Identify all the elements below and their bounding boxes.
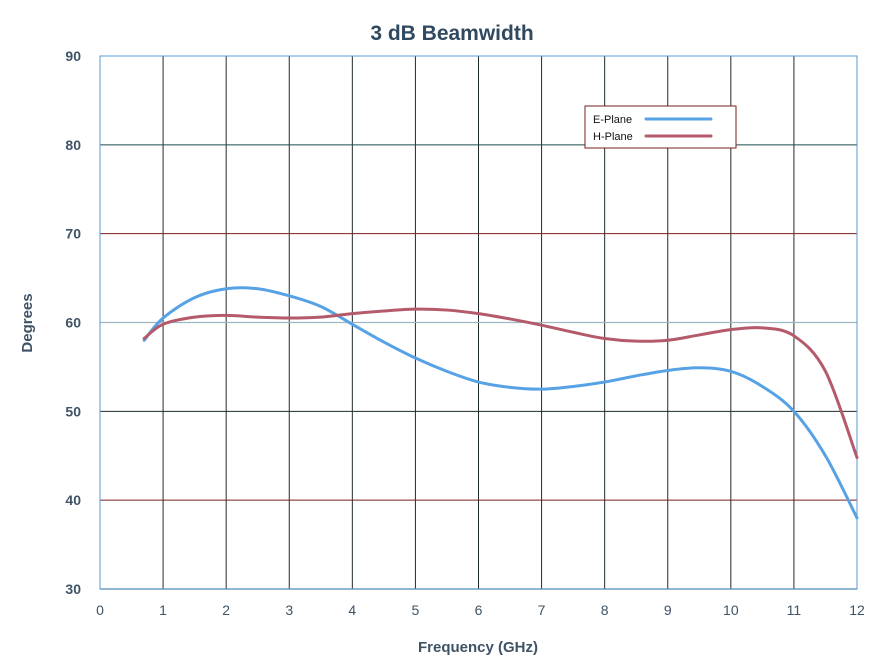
- series-layer: [142, 286, 859, 520]
- series-line-e-plane: [142, 286, 859, 520]
- legend-label-e-plane: E-Plane: [593, 114, 632, 126]
- x-tick-label: 4: [348, 602, 356, 618]
- y-tick-label: 60: [65, 315, 81, 331]
- x-tick-label: 12: [849, 602, 865, 618]
- x-tick-label: 0: [96, 602, 104, 618]
- legend-label-h-plane: H-Plane: [593, 131, 633, 143]
- x-tick-label: 7: [538, 602, 546, 618]
- y-tick-label: 80: [65, 137, 81, 153]
- x-tick-label: 9: [664, 602, 672, 618]
- grid-layer: [100, 56, 857, 590]
- x-axis-title: Frequency (GHz): [418, 639, 538, 656]
- y-axis-title: Degrees: [19, 293, 36, 352]
- x-tick-label: 8: [601, 602, 609, 618]
- x-tick-label: 3: [285, 602, 293, 618]
- y-axis-tick-labels: 30 40 50 60 70 80 90: [65, 48, 81, 597]
- y-tick-label: 90: [65, 48, 81, 64]
- x-tick-label: 11: [787, 602, 802, 618]
- x-tick-label: 10: [723, 602, 739, 618]
- x-tick-label: 2: [222, 602, 230, 618]
- legend: E-Plane H-Plane: [584, 105, 737, 149]
- x-tick-label: 5: [412, 602, 420, 618]
- series-line-h-plane: [142, 307, 859, 460]
- y-tick-label: 70: [65, 226, 81, 242]
- chart-title: 3 dB Beamwidth: [370, 22, 533, 45]
- x-tick-label: 1: [159, 602, 167, 618]
- x-axis-tick-labels: 0 1 2 3 4 5 6 7 8 9 10 11 12: [96, 602, 865, 618]
- y-tick-label: 30: [65, 581, 81, 597]
- x-tick-label: 6: [475, 602, 483, 618]
- legend-box: [584, 105, 737, 149]
- y-tick-label: 50: [65, 403, 81, 419]
- y-tick-label: 40: [65, 492, 81, 508]
- plot-area-border: [99, 55, 858, 590]
